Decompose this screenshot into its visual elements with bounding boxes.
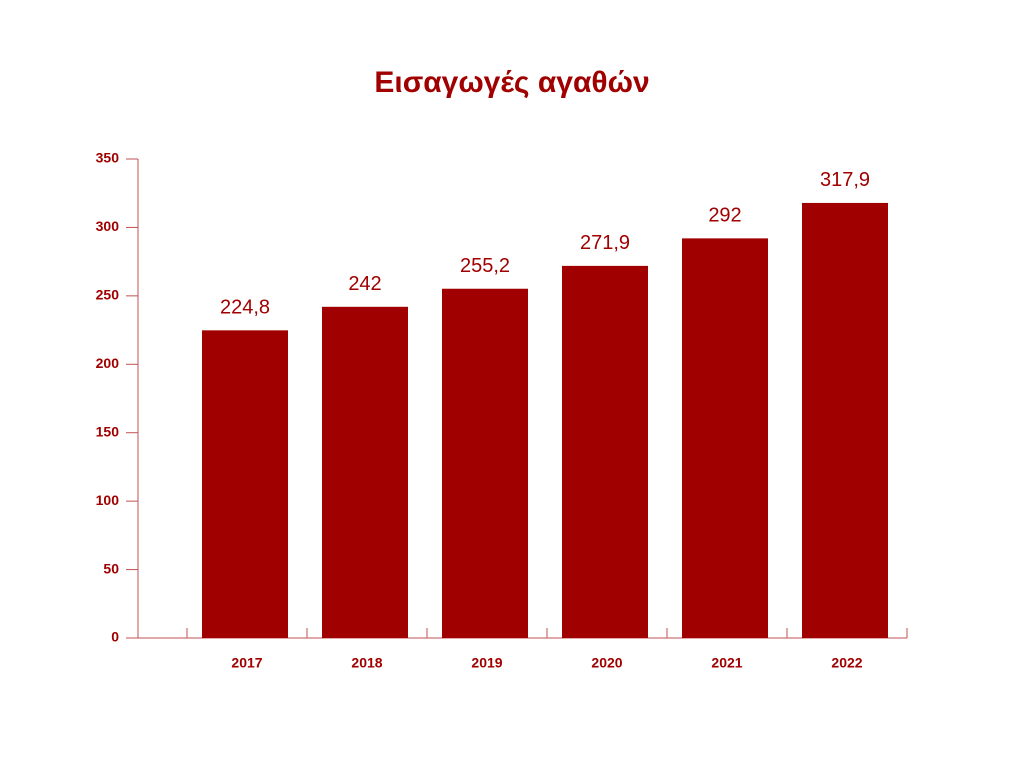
y-tick-label: 100 xyxy=(96,492,120,508)
x-tick-label: 2018 xyxy=(351,655,382,671)
y-tick-label: 150 xyxy=(96,423,120,439)
y-tick-label: 200 xyxy=(96,355,120,371)
y-tick-label: 0 xyxy=(111,629,119,645)
value-label: 271,9 xyxy=(580,232,630,254)
x-tick-label: 2021 xyxy=(711,655,742,671)
bar xyxy=(442,288,528,638)
bar xyxy=(202,330,288,638)
value-label: 224,8 xyxy=(220,297,270,319)
x-tick-label: 2019 xyxy=(471,655,502,671)
x-tick-label: 2022 xyxy=(831,655,862,671)
x-tick-label: 2020 xyxy=(591,655,622,671)
chart-title: Εισαγωγές αγαθών xyxy=(374,66,649,99)
bar xyxy=(322,306,408,638)
bar xyxy=(682,238,768,638)
y-tick-label: 250 xyxy=(96,287,120,303)
y-tick-label: 350 xyxy=(96,150,120,166)
bar xyxy=(562,265,648,638)
value-label: 317,9 xyxy=(820,169,870,191)
value-label: 242 xyxy=(348,273,381,295)
y-tick-label: 300 xyxy=(96,218,120,234)
value-label: 292 xyxy=(708,205,741,227)
value-label: 255,2 xyxy=(460,255,510,277)
x-tick-label: 2017 xyxy=(231,655,262,671)
y-tick-label: 50 xyxy=(103,560,119,576)
bar xyxy=(802,202,888,638)
